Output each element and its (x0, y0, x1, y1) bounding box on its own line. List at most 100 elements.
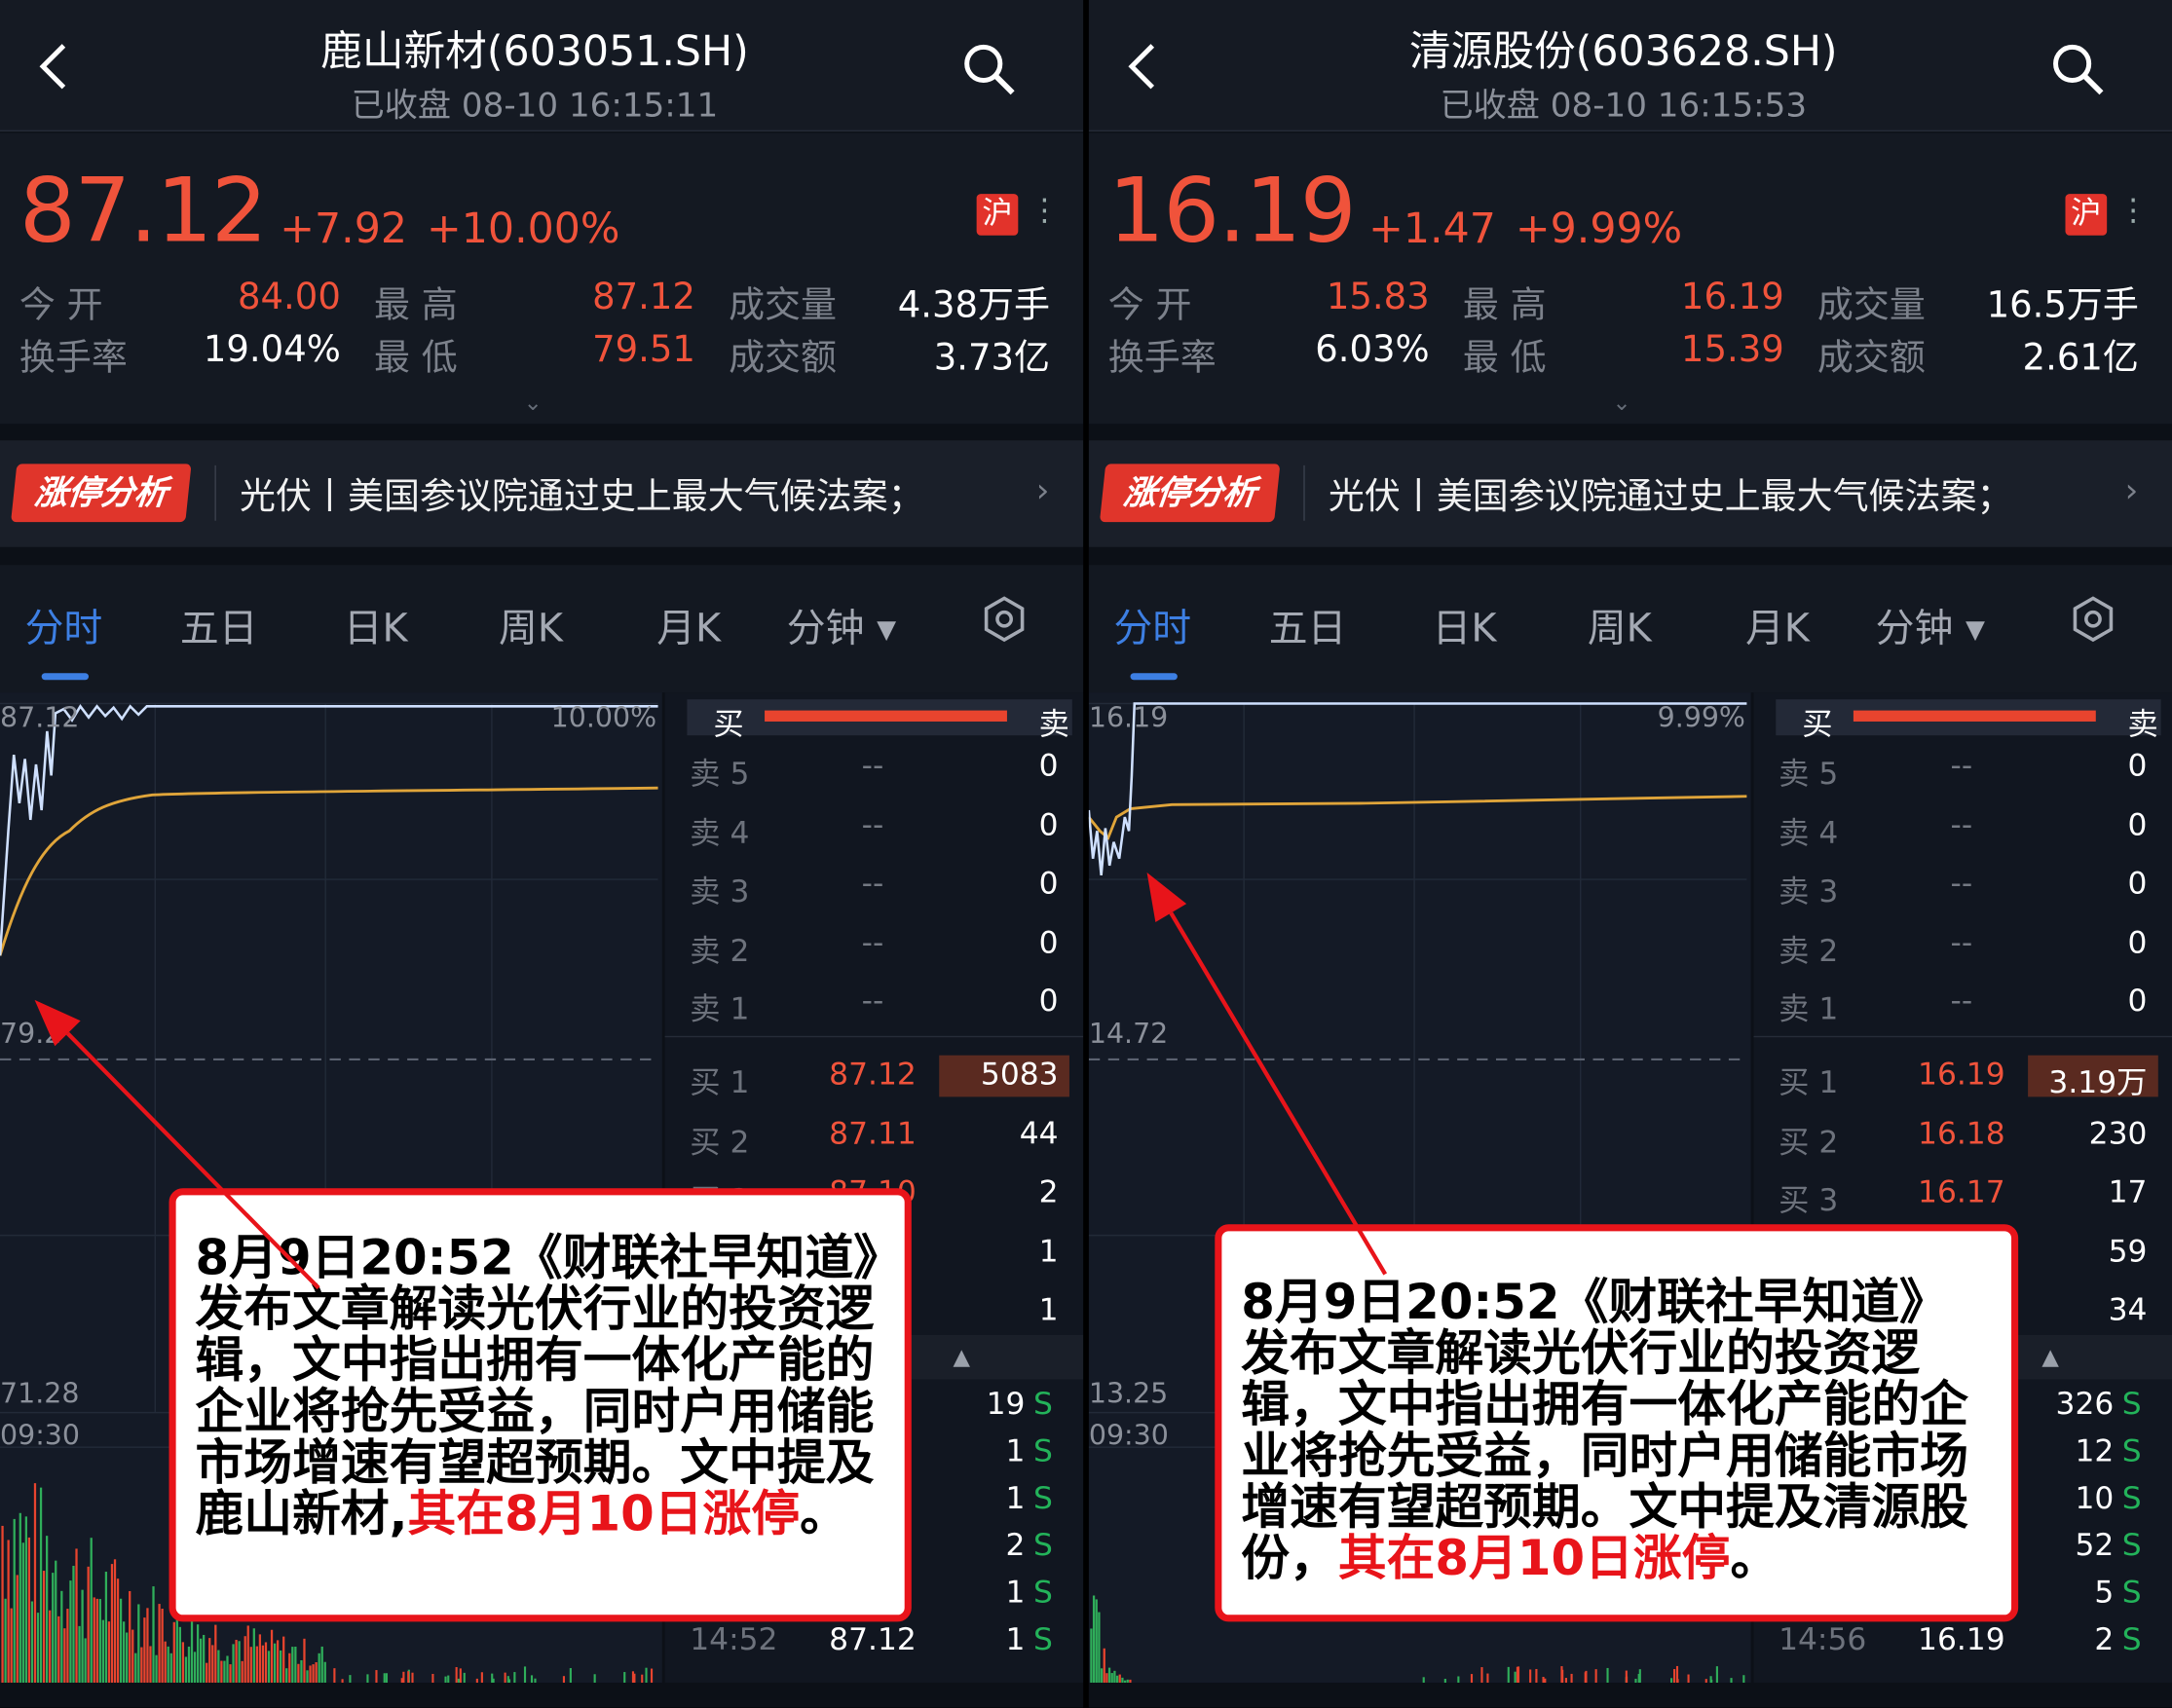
expand-chevron-icon[interactable]: ⌄ (523, 389, 543, 416)
ask-price: -- (1950, 867, 1973, 902)
turnover-rate-label: 换手率 (19, 338, 128, 380)
bid-vol: 1 (1038, 1234, 1059, 1270)
chart-low-price: 71.28 (0, 1376, 80, 1410)
more-icon[interactable]: ⋮ (2117, 194, 2149, 229)
bid-vol: 34 (2108, 1293, 2148, 1328)
tab-weekly-k[interactable]: 周K (1587, 605, 1652, 651)
price-change-pct: +9.99% (1515, 204, 1683, 254)
stock-header: 清源股份(603628.SH) 已收盘 08-10 16:15:53 (1088, 0, 2172, 132)
limit-up-banner[interactable]: 涨停分析 光伏丨美国参议院通过史上最大气候法案； › (0, 440, 1084, 547)
tab-daily-k[interactable]: 日K (343, 605, 408, 651)
bid-vol: 2 (1038, 1175, 1059, 1211)
tab-five-day[interactable]: 五日 (1268, 605, 1347, 651)
ask-label: 卖 4 (690, 816, 750, 851)
bid-vol: 230 (2088, 1117, 2148, 1152)
expand-chevron-icon[interactable]: ⌄ (1612, 389, 1631, 416)
bid1-highlight (2028, 1055, 2158, 1097)
annotation-highlight: 其在8月10日涨停 (407, 1487, 801, 1543)
trade-side-flag: S (2121, 1388, 2142, 1423)
trade-side-flag: S (1032, 1481, 1053, 1517)
low-label: 最 低 (373, 338, 458, 380)
trade-vol: 2 (1005, 1529, 1026, 1564)
trade-side-flag: S (2121, 1576, 2142, 1612)
chart-low-price: 13.25 (1088, 1376, 1169, 1410)
tab-daily-k[interactable]: 日K (1432, 605, 1497, 651)
bid-vol: 17 (2108, 1175, 2148, 1211)
settings-icon[interactable] (2070, 596, 2116, 643)
tab-monthly-k[interactable]: 月K (656, 605, 722, 651)
limit-up-banner[interactable]: 涨停分析 光伏丨美国参议院通过史上最大气候法案； › (1088, 440, 2172, 547)
chart-prev-close: 79.2 (0, 1016, 62, 1051)
more-icon[interactable]: ⋮ (1029, 194, 1060, 229)
exchange-badge: 沪 (976, 194, 1019, 236)
ask-price: -- (861, 984, 884, 1020)
turnover-rate-label: 换手率 (1107, 338, 1217, 380)
quote-panel: 16.19 +1.47 +9.99% 沪 ⋮ 今 开 15.83 最 高 16.… (1088, 132, 2172, 425)
trade-price: 87.12 (829, 1622, 917, 1658)
buy-label: 买 (1802, 707, 1833, 743)
chart-tabs: 分时 五日 日K 周K 月K 分钟 ▾ (0, 565, 1084, 693)
ask-label: 卖 1 (690, 992, 750, 1028)
back-icon[interactable] (1125, 42, 1161, 92)
back-icon[interactable] (36, 42, 72, 92)
high-label: 最 高 (373, 284, 458, 327)
last-price: 16.19 (1107, 160, 1357, 264)
tab-five-day[interactable]: 五日 (179, 605, 258, 651)
collapse-triangle-icon[interactable]: ▲ (2041, 1343, 2059, 1370)
chart-top-pct: 9.99% (1657, 700, 1745, 734)
trade-side-flag: S (1032, 1388, 1053, 1423)
chart-top-price: 87.12 (0, 700, 80, 734)
ask-label: 卖 5 (1779, 757, 1839, 793)
ask-price: -- (861, 807, 884, 843)
trade-side-flag: S (1032, 1576, 1053, 1612)
bid-vol: 59 (2108, 1234, 2148, 1270)
ask-label: 卖 2 (1779, 934, 1839, 969)
collapse-triangle-icon[interactable]: ▲ (953, 1343, 970, 1370)
banner-text: 光伏丨美国参议院通过史上最大气候法案； (1328, 476, 2013, 518)
search-icon[interactable] (2050, 42, 2106, 97)
bid1-highlight (939, 1055, 1069, 1097)
ask-price: -- (1950, 984, 1973, 1020)
buy-sell-ratio-bar (1853, 710, 2096, 722)
tab-monthly-k[interactable]: 月K (1744, 605, 1810, 651)
banner-divider (1303, 464, 1305, 521)
tab-minute[interactable]: 分钟 ▾ (786, 605, 897, 651)
bid-vol: 1 (1038, 1293, 1059, 1328)
ask-vol: 0 (2127, 749, 2148, 784)
ask-vol: 0 (1038, 807, 1059, 843)
ask-vol: 0 (1038, 984, 1059, 1020)
open-label: 今 开 (19, 284, 103, 327)
price-change-pct: +10.00% (427, 204, 620, 254)
chart-prev-close: 14.72 (1088, 1016, 1169, 1051)
price-change: +1.47 (1368, 204, 1496, 254)
trade-side-flag: S (2121, 1434, 2142, 1469)
tab-minute[interactable]: 分钟 ▾ (1875, 605, 1985, 651)
trade-side-flag: S (2121, 1481, 2142, 1517)
ask-price: -- (1950, 925, 1973, 961)
trade-vol: 1 (1005, 1576, 1026, 1612)
trade-vol: 326 (2055, 1388, 2115, 1423)
annotation-highlight: 其在8月10日涨停 (1337, 1531, 1731, 1587)
bid-label: 买 1 (690, 1066, 750, 1101)
trade-vol: 12 (2075, 1434, 2115, 1469)
ask-vol: 0 (1038, 925, 1059, 961)
stock-panel: 鹿山新材(603051.SH) 已收盘 08-10 16:15:11 87.12… (0, 0, 1084, 1708)
trade-side-flag: S (1032, 1434, 1053, 1469)
tab-weekly-k[interactable]: 周K (498, 605, 563, 651)
search-icon[interactable] (961, 42, 1017, 97)
tab-intraday[interactable]: 分时 (24, 605, 103, 651)
active-tab-indicator (41, 673, 90, 681)
volume-value: 4.38万手 (897, 284, 1051, 327)
settings-icon[interactable] (981, 596, 1028, 643)
stock-panel: 清源股份(603628.SH) 已收盘 08-10 16:15:53 16.19… (1088, 0, 2172, 1708)
trade-side-flag: S (2121, 1529, 2142, 1564)
volume-label: 成交量 (729, 284, 838, 327)
turnover-rate-value: 19.04% (203, 329, 341, 372)
turnover-rate-value: 6.03% (1315, 329, 1430, 372)
tab-intraday[interactable]: 分时 (1113, 605, 1192, 651)
price-change: +7.92 (280, 204, 408, 254)
ask-vol: 0 (2127, 984, 2148, 1020)
ask-vol: 0 (2127, 807, 2148, 843)
annotation-end: 。 (800, 1487, 848, 1543)
trade-vol: 2 (2094, 1622, 2115, 1658)
